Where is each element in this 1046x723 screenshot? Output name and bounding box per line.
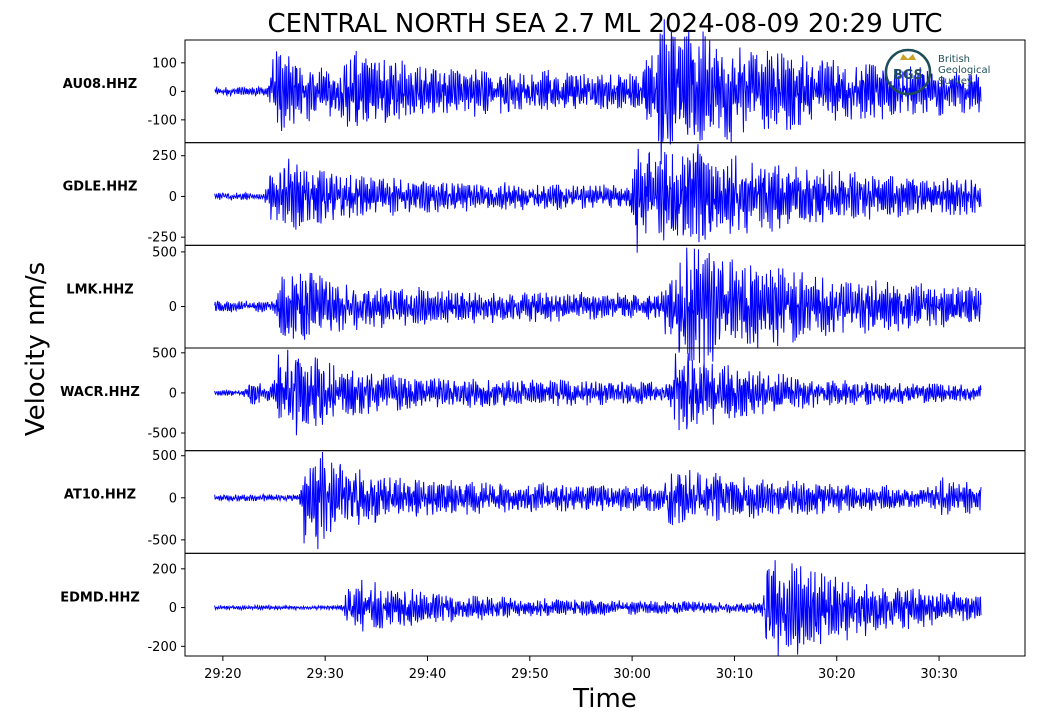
panel-gdle-hhz: 250 0 -250 GDLE.HHZ [63,142,1026,253]
station-label: LMK.HHZ [66,282,133,297]
logo-text: Survey [938,76,973,87]
y-tick-label: 0 [169,300,177,315]
station-label: EDMD.HHZ [60,590,140,605]
y-tick-label: -250 [147,231,177,246]
panel-frame [184,552,1026,657]
waveform-au08-hhz [214,19,982,165]
logo-mark: BGS [893,68,923,83]
y-tick-label: 250 [152,149,177,164]
station-label: AU08.HHZ [63,77,137,92]
logo-text: Geological [938,65,990,76]
waveform-at10-hhz [214,451,982,550]
y-axis-label: Velocity nm/s [21,262,51,436]
y-tick-label: 500 [152,245,177,260]
y-tick-label: -100 [147,113,177,128]
waveform-edmd-hhz [214,560,982,656]
x-tick-label: 29:50 [511,667,548,682]
x-tick-label: 30:30 [920,667,957,682]
y-tick-label: 500 [152,346,177,361]
y-tick-label: 0 [169,601,177,616]
logo-ring [884,48,932,96]
panel-edmd-hhz: 200 0 -200 EDMD.HHZ [60,552,1026,657]
y-tick-label: 100 [152,56,177,71]
trace-panels: 100 0 -100 AU08.HHZ 250 0 -250 GDLE.HHZ 500 0 LMK.… [60,19,1026,657]
waveform-wacr-hhz [214,349,982,436]
x-axis-ticks: 29:20 29:30 29:40 29:50 30:00 30:10 30:20 30:30 [204,656,958,682]
waveform-gdle-hhz [214,144,982,253]
panel-wacr-hhz: 500 0 -500 WACR.HHZ [60,346,1026,452]
x-tick-label: 29:20 [204,667,241,682]
y-tick-label: 0 [169,190,177,205]
chart-title: CENTRAL NORTH SEA 2.7 ML 2024-08-09 20:2… [267,9,942,39]
panel-at10-hhz: 500 0 -500 AT10.HHZ [64,449,1026,554]
y-tick-label: 0 [169,386,177,401]
x-axis-label: Time [572,684,637,714]
x-tick-label: 29:40 [409,667,446,682]
panel-lmk-hhz: 500 0 LMK.HHZ [66,244,1026,363]
y-tick-label: -500 [147,533,177,548]
waveform-lmk-hhz [214,247,982,363]
y-tick-label: 0 [169,491,177,506]
y-tick-label: -200 [147,640,177,655]
station-label: GDLE.HHZ [63,180,138,195]
y-tick-label: -500 [147,427,177,442]
x-tick-label: 29:30 [306,667,343,682]
x-tick-label: 30:20 [818,667,855,682]
y-tick-label: 200 [152,562,177,577]
logo-text: British [938,54,970,65]
y-tick-label: 0 [169,85,177,100]
station-label: AT10.HHZ [64,488,136,503]
crown-icon [900,54,916,60]
station-label: WACR.HHZ [60,385,140,400]
x-tick-label: 30:00 [613,667,650,682]
y-tick-label: 500 [152,449,177,464]
x-tick-label: 30:10 [716,667,753,682]
